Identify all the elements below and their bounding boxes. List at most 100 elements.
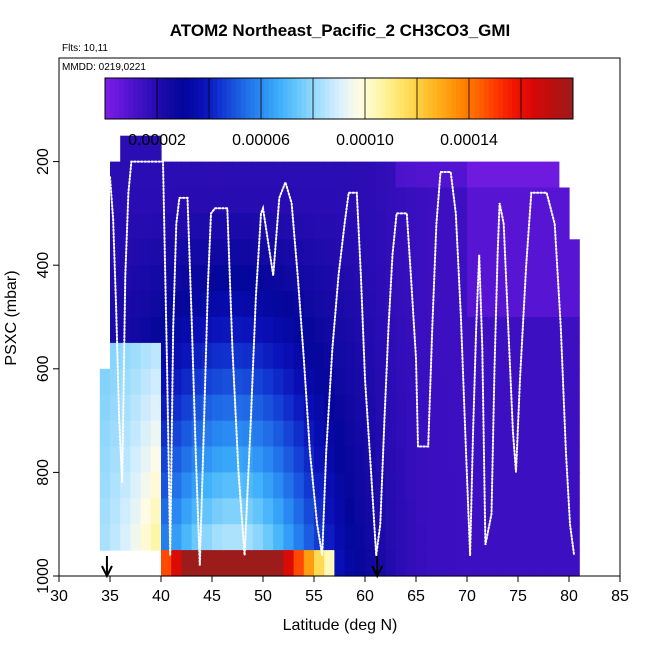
heat-cell	[283, 550, 295, 577]
heat-cell	[416, 291, 427, 318]
heat-cell	[120, 368, 131, 396]
heat-cell	[181, 161, 193, 189]
heat-cell	[273, 317, 284, 344]
heat-cell	[314, 394, 325, 422]
heat-cell	[456, 550, 468, 577]
heat-cell	[446, 187, 458, 214]
heat-cell	[201, 394, 213, 422]
heat-cell	[354, 446, 366, 473]
heat-cell	[150, 368, 162, 396]
heat-cell	[263, 317, 274, 344]
heat-cell	[283, 498, 295, 525]
heat-cell	[487, 187, 499, 214]
heat-cell	[354, 368, 366, 396]
heat-cell	[181, 420, 193, 448]
colorbar-segment	[339, 78, 345, 119]
colorbar-segment	[460, 78, 466, 119]
heat-cell	[324, 265, 335, 292]
colorbar-segment	[521, 78, 527, 119]
heat-cell	[201, 239, 213, 266]
heat-cell	[426, 291, 437, 318]
heat-cell	[222, 342, 233, 370]
heat-cell	[497, 187, 509, 214]
heat-cell	[181, 446, 193, 473]
heat-cell	[477, 265, 488, 292]
heat-cell	[507, 317, 519, 344]
heat-cell	[99, 472, 111, 499]
heat-cell	[242, 161, 254, 189]
colorbar-segment	[507, 78, 513, 119]
heat-cell	[171, 161, 182, 189]
heat-cell	[140, 420, 152, 448]
colorbar-segment	[357, 78, 363, 119]
heat-cell	[110, 446, 121, 473]
heat-cell	[518, 498, 529, 525]
heat-cell	[385, 239, 397, 266]
heat-cell	[405, 342, 417, 370]
heat-cell	[273, 213, 284, 240]
heat-cell	[303, 265, 315, 292]
heat-cell	[263, 394, 274, 422]
colorbar-segment	[264, 78, 270, 119]
heat-cell	[201, 265, 213, 292]
heat-cell	[171, 187, 182, 214]
heat-cell	[273, 161, 284, 189]
heat-cell	[528, 161, 539, 189]
colorbar-segment	[189, 78, 195, 119]
heat-cell	[477, 498, 488, 525]
heat-cell	[252, 420, 264, 448]
heat-cell	[140, 524, 152, 551]
heat-cell	[242, 291, 254, 318]
heat-cell	[130, 213, 142, 240]
colorbar-segment	[498, 78, 504, 119]
heat-cell	[314, 550, 325, 577]
colorbar-segment	[198, 78, 204, 119]
x-tick-label: 60	[356, 588, 374, 605]
heat-cell	[416, 342, 427, 370]
heat-cell	[487, 394, 499, 422]
colorbar-segment	[535, 78, 541, 119]
heat-cell	[507, 368, 519, 396]
heat-cell	[344, 265, 356, 292]
heat-cell	[497, 239, 509, 266]
heat-cell	[538, 524, 550, 551]
heat-cell	[324, 446, 335, 473]
colorbar-tick-label: 0.00010	[336, 132, 394, 149]
dates-label: MMDD: 0219,0221	[62, 62, 146, 73]
heat-cell	[569, 472, 580, 499]
heat-cell	[303, 213, 315, 240]
heat-cell	[395, 550, 407, 577]
x-tick-label: 45	[203, 588, 221, 605]
heat-cell	[212, 394, 223, 422]
colorbar-segment	[105, 78, 111, 119]
heat-cell	[507, 524, 519, 551]
colorbar	[104, 77, 574, 120]
heat-cell	[273, 446, 284, 473]
heat-cell	[314, 291, 325, 318]
heat-cell	[426, 187, 437, 214]
heat-cell	[446, 265, 458, 292]
colorbar-segment	[236, 78, 242, 119]
heat-cell	[191, 187, 203, 214]
heat-cell	[212, 368, 223, 396]
heat-cell	[150, 187, 162, 214]
heat-cell	[365, 368, 376, 396]
heat-cell	[344, 291, 356, 318]
colorbar-segment	[484, 78, 490, 119]
colorbar-segment	[343, 78, 349, 119]
heat-cell	[242, 317, 254, 344]
heat-cell	[161, 265, 172, 292]
heat-cell	[487, 524, 499, 551]
heat-cell	[538, 342, 550, 370]
colorbar-segment	[526, 78, 532, 119]
heat-cell	[385, 446, 397, 473]
heat-cell	[242, 394, 254, 422]
heat-cell	[99, 368, 111, 396]
heat-cell	[558, 446, 570, 473]
heat-cell	[161, 550, 172, 577]
heat-cell	[538, 420, 550, 448]
colorbar-segment	[329, 78, 335, 119]
heat-cell	[212, 161, 223, 189]
heat-cell	[416, 394, 427, 422]
heat-cell	[324, 187, 335, 214]
